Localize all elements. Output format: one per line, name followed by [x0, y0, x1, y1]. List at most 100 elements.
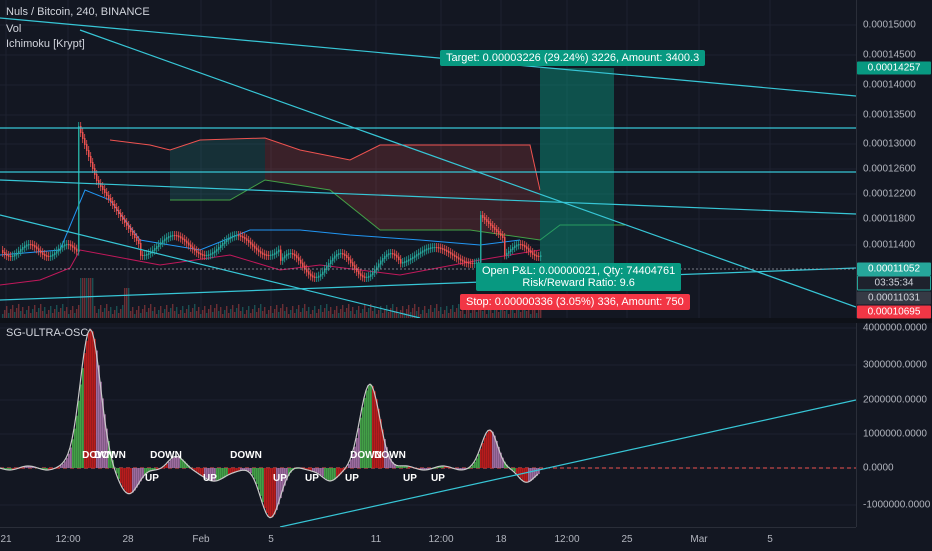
volume-bar	[540, 305, 542, 318]
candle-body	[98, 180, 100, 184]
candle-body	[170, 235, 172, 238]
osc-bar	[418, 468, 420, 470]
volume-bar	[534, 306, 536, 318]
volume-bar	[398, 314, 400, 318]
signal-up: UP	[345, 473, 359, 484]
osc-bar	[488, 430, 490, 468]
candle-body	[202, 254, 204, 256]
osc-bar	[68, 453, 70, 468]
osc-bar	[482, 443, 484, 468]
volume-bar	[252, 309, 254, 318]
candle-body	[198, 251, 200, 255]
oscillator-axis[interactable]: 4000000.0000 3000000.0000 2000000.0000 1…	[856, 323, 932, 527]
osc-bar	[72, 439, 74, 468]
volume-bar	[420, 314, 422, 318]
volume-bar	[346, 308, 348, 318]
candle-body	[46, 255, 48, 257]
volume-bar	[230, 309, 232, 318]
time-axis[interactable]: 21 12:00 28 Feb 5 11 12:00 18 12:00 25 M…	[0, 527, 856, 551]
candle-body	[150, 251, 152, 254]
osc-bar	[500, 452, 502, 468]
price-tick: 0.00013000	[863, 138, 916, 150]
candle-body	[206, 254, 208, 256]
volume-bar	[60, 308, 62, 318]
stop-label[interactable]: Stop: 0.00000336 (3.05%) 336, Amount: 75…	[460, 294, 690, 310]
ichimoku-legend[interactable]: Ichimoku [Krypt]	[6, 38, 85, 50]
symbol-legend[interactable]: Nuls / Bitcoin, 240, BINANCE	[6, 6, 150, 18]
candle-body	[316, 276, 318, 278]
osc-bar	[220, 468, 222, 480]
candle-body	[282, 257, 284, 261]
volume-bar	[88, 278, 90, 318]
candle-body	[164, 238, 166, 242]
osc-bar	[486, 433, 488, 468]
candle-body	[402, 261, 404, 264]
osc-bar	[272, 468, 274, 518]
candle-body	[424, 249, 426, 252]
osc-bar	[80, 384, 82, 468]
oscillator-legend[interactable]: SG-ULTRA-OSC	[6, 327, 89, 339]
volume-bar	[220, 307, 222, 318]
price-chart[interactable]: Nuls / Bitcoin, 240, BINANCE Vol Ichimok…	[0, 0, 856, 318]
candle-body	[422, 250, 424, 253]
candle-body	[222, 242, 224, 246]
candle-body	[254, 245, 256, 249]
volume-bar	[352, 307, 354, 318]
candle-body	[358, 270, 360, 275]
candle-body	[92, 162, 94, 169]
candle-body	[300, 259, 302, 264]
price-chart-canvas[interactable]	[0, 0, 856, 318]
volume-bar	[102, 312, 104, 318]
candle-body	[178, 235, 180, 238]
volume-bar	[142, 309, 144, 318]
osc-bar	[94, 338, 96, 468]
time-tick: 12:00	[554, 534, 580, 545]
volume-bar	[196, 311, 198, 318]
oscillator-canvas[interactable]	[0, 323, 856, 527]
osc-bar	[46, 468, 48, 470]
osc-bar	[170, 459, 172, 468]
candle-body	[154, 248, 156, 251]
volume-bar	[470, 313, 472, 318]
price-axis[interactable]: 0.00015000 0.00014500 0.00014000 0.00013…	[856, 0, 932, 319]
volume-bar	[116, 306, 118, 318]
volume-bar	[450, 309, 452, 318]
candle-body	[142, 254, 144, 256]
time-tick: 12:00	[55, 534, 81, 545]
candle-body	[348, 256, 350, 261]
volume-bar	[494, 309, 496, 318]
osc-bar	[360, 417, 362, 468]
candle-body	[210, 253, 212, 256]
candle-body	[420, 251, 422, 254]
volume-bar	[266, 314, 268, 318]
ichimoku-line	[109, 137, 541, 191]
candle-body	[512, 247, 514, 250]
osc-tick: 0.0000	[863, 462, 894, 474]
volume-bar	[324, 308, 326, 318]
osc-bar	[476, 458, 478, 468]
osc-bar	[178, 456, 180, 468]
volume-bar	[96, 313, 98, 318]
volume-bar	[368, 308, 370, 318]
osc-bar	[484, 437, 486, 468]
volume-legend[interactable]: Vol	[6, 23, 22, 35]
pane-divider[interactable]	[0, 318, 932, 323]
osc-bar	[284, 468, 286, 486]
open-pl-box[interactable]: Open P&L: 0.00000021, Qty: 74404761 Risk…	[476, 263, 682, 291]
candle-body	[272, 253, 274, 256]
target-label[interactable]: Target: 0.00003226 (29.24%) 3226, Amount…	[440, 50, 706, 66]
osc-bar	[400, 465, 402, 468]
osc-bar	[12, 468, 14, 470]
osc-bar	[434, 467, 436, 469]
candle-body	[414, 255, 416, 258]
candle-body	[538, 255, 540, 257]
volume-bar	[322, 312, 324, 318]
candle-body	[56, 250, 58, 254]
candle-body	[292, 253, 294, 255]
osc-bar	[236, 468, 238, 472]
candle-body	[506, 252, 508, 256]
volume-bar	[516, 309, 518, 318]
osc-bar	[396, 465, 398, 468]
volume-bar	[468, 306, 470, 318]
oscillator-pane[interactable]: SG-ULTRA-OSC DOWN DOWN DOWN DOWN DOWN DO…	[0, 323, 856, 527]
